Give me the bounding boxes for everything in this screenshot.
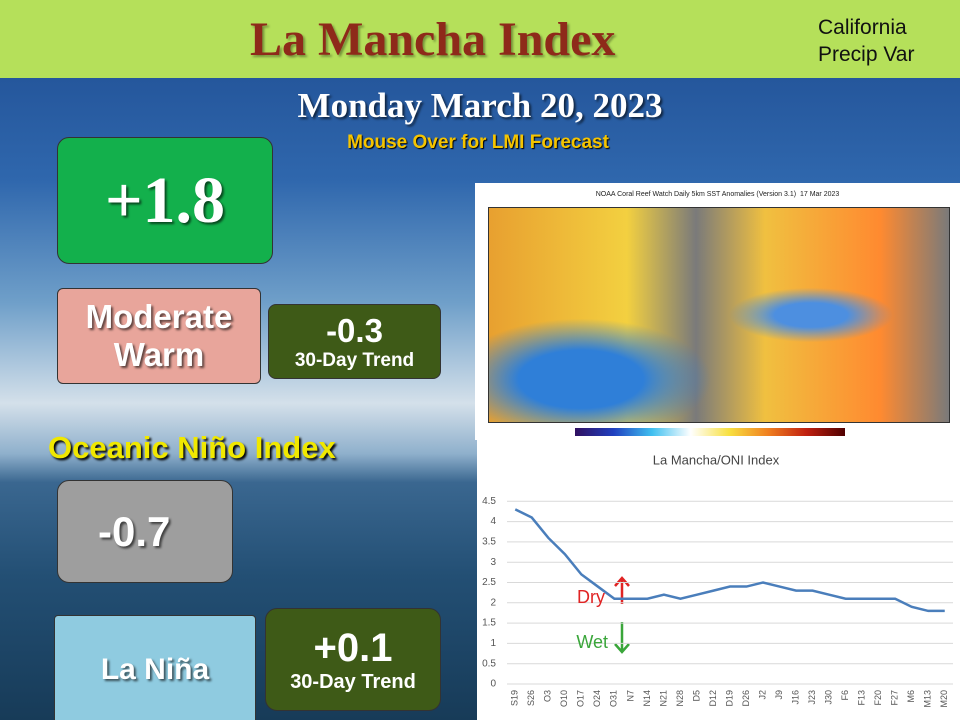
sst-map-caption: NOAA Coral Reef Watch Daily 5km SST Anom… — [475, 191, 960, 198]
x-tick-label: M13 — [923, 690, 933, 708]
lmi-trend-label: 30-Day Trend — [294, 349, 415, 371]
sst-map: NOAA Coral Reef Watch Daily 5km SST Anom… — [475, 183, 960, 440]
chart-title: La Mancha/ONI Index — [653, 452, 780, 467]
sst-map-image — [488, 207, 950, 423]
chart-background — [477, 440, 960, 720]
oni-heading: Oceanic Niño Index — [48, 430, 336, 465]
line-series — [514, 508, 945, 613]
x-tick-label: D19 — [724, 690, 734, 707]
wet-arrow — [614, 622, 630, 654]
lmi-value: +1.8 — [57, 137, 273, 264]
forecast-link[interactable]: Mouse Over for LMI Forecast — [347, 132, 609, 153]
x-tick-label: M6 — [906, 690, 916, 703]
chart: La Mancha/ONI Index 0 0.5 1 1.5 2 2.5 3 3.5 4 4.5… — [477, 440, 960, 720]
x-tick-label: F13 — [857, 690, 867, 706]
sst-colorbar — [575, 428, 845, 436]
header-title: La Mancha Index — [250, 13, 616, 66]
oni-trend-label: 30-Day Trend — [290, 670, 416, 693]
x-tick-label: O24 — [592, 690, 602, 707]
x-tick-label: S26 — [526, 690, 536, 706]
lmi-trend-box: -0.3 30-Day Trend — [268, 304, 441, 379]
x-tick-label: J16 — [790, 690, 800, 705]
x-tick-label: N7 — [625, 690, 635, 702]
oni-trend-box: +0.1 30-Day Trend — [265, 608, 441, 711]
x-tick-label: S19 — [510, 690, 520, 706]
y-tick-label: 2 — [490, 597, 496, 608]
y-tick-label: 3 — [490, 557, 496, 568]
x-tick-label: F27 — [890, 690, 900, 706]
side-label: California Precip Var — [818, 16, 915, 66]
x-tick-label: F6 — [840, 690, 850, 701]
y-tick-label: 1.5 — [482, 618, 496, 629]
x-tick-label: J30 — [823, 690, 833, 705]
y-tick-label: 0.5 — [482, 658, 496, 669]
lmi-trend: -0.3 — [326, 311, 383, 349]
header-bar — [0, 0, 960, 78]
oni-trend: +0.1 — [313, 625, 393, 670]
y-tick-label: 1 — [490, 638, 496, 649]
x-tick-label: N21 — [658, 690, 668, 707]
x-tick-label: J2 — [757, 690, 767, 700]
sst-map-title: NOAA Coral Reef Watch Daily 5km SST Anom… — [595, 191, 797, 198]
y-tick-label: 4 — [490, 516, 496, 527]
x-tick-label: O31 — [609, 690, 619, 707]
x-tick-label: O17 — [576, 690, 586, 707]
x-tick-label: D26 — [741, 690, 751, 707]
x-tick-label: F20 — [873, 690, 883, 706]
annotation: Wet — [576, 632, 608, 652]
lmi-category: Moderate Warm — [57, 288, 261, 384]
annotation: Dry — [577, 587, 605, 607]
date: Monday March 20, 2023 — [297, 86, 663, 125]
x-tick-label: M20 — [939, 690, 949, 708]
y-tick-label: 2.5 — [482, 577, 496, 588]
x-tick-label: J23 — [807, 690, 817, 705]
oni-category: La Niña — [54, 615, 256, 720]
sst-map-date: 17 Mar 2023 — [799, 191, 840, 198]
x-tick-label: J9 — [774, 690, 784, 700]
x-tick-label: O3 — [543, 690, 553, 702]
x-tick-label: O10 — [559, 690, 569, 707]
x-tick-label: D12 — [708, 690, 718, 707]
y-tick-label: 3.5 — [482, 537, 496, 548]
y-tick-label: 4.5 — [482, 496, 496, 507]
y-tick-label: 0 — [490, 679, 496, 690]
x-tick-label: N14 — [642, 690, 652, 707]
oni-value: -0.7 — [57, 480, 233, 583]
x-tick-label: N28 — [675, 690, 685, 707]
x-tick-label: D5 — [691, 690, 701, 702]
